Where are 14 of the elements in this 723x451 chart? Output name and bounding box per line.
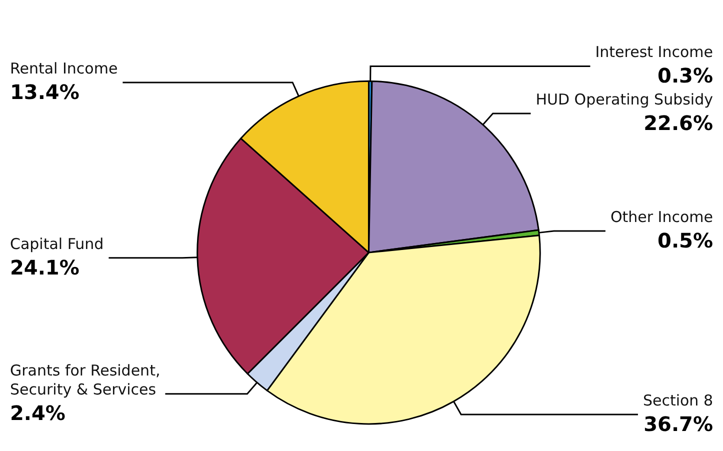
slice-label: Rental Income (10, 59, 118, 78)
slice-label: Other Income (610, 208, 713, 226)
data-label: 2.4% (10, 400, 66, 425)
data-label: 0.3% (658, 64, 713, 88)
data-label: 22.6% (644, 111, 713, 136)
slice-label: Section 8 (642, 391, 713, 410)
data-label: 36.7% (644, 412, 713, 436)
slice-label: Interest Income (595, 43, 713, 62)
slice-label: HUD Operating Subsidy (536, 90, 714, 109)
data-label: 13.4% (10, 80, 80, 104)
slice-label: Grants for Resident, Security & Services (10, 361, 160, 398)
slice-label: Capital Fund (10, 234, 104, 253)
data-label: 0.5% (658, 228, 713, 252)
data-label: 24.1% (10, 255, 80, 280)
